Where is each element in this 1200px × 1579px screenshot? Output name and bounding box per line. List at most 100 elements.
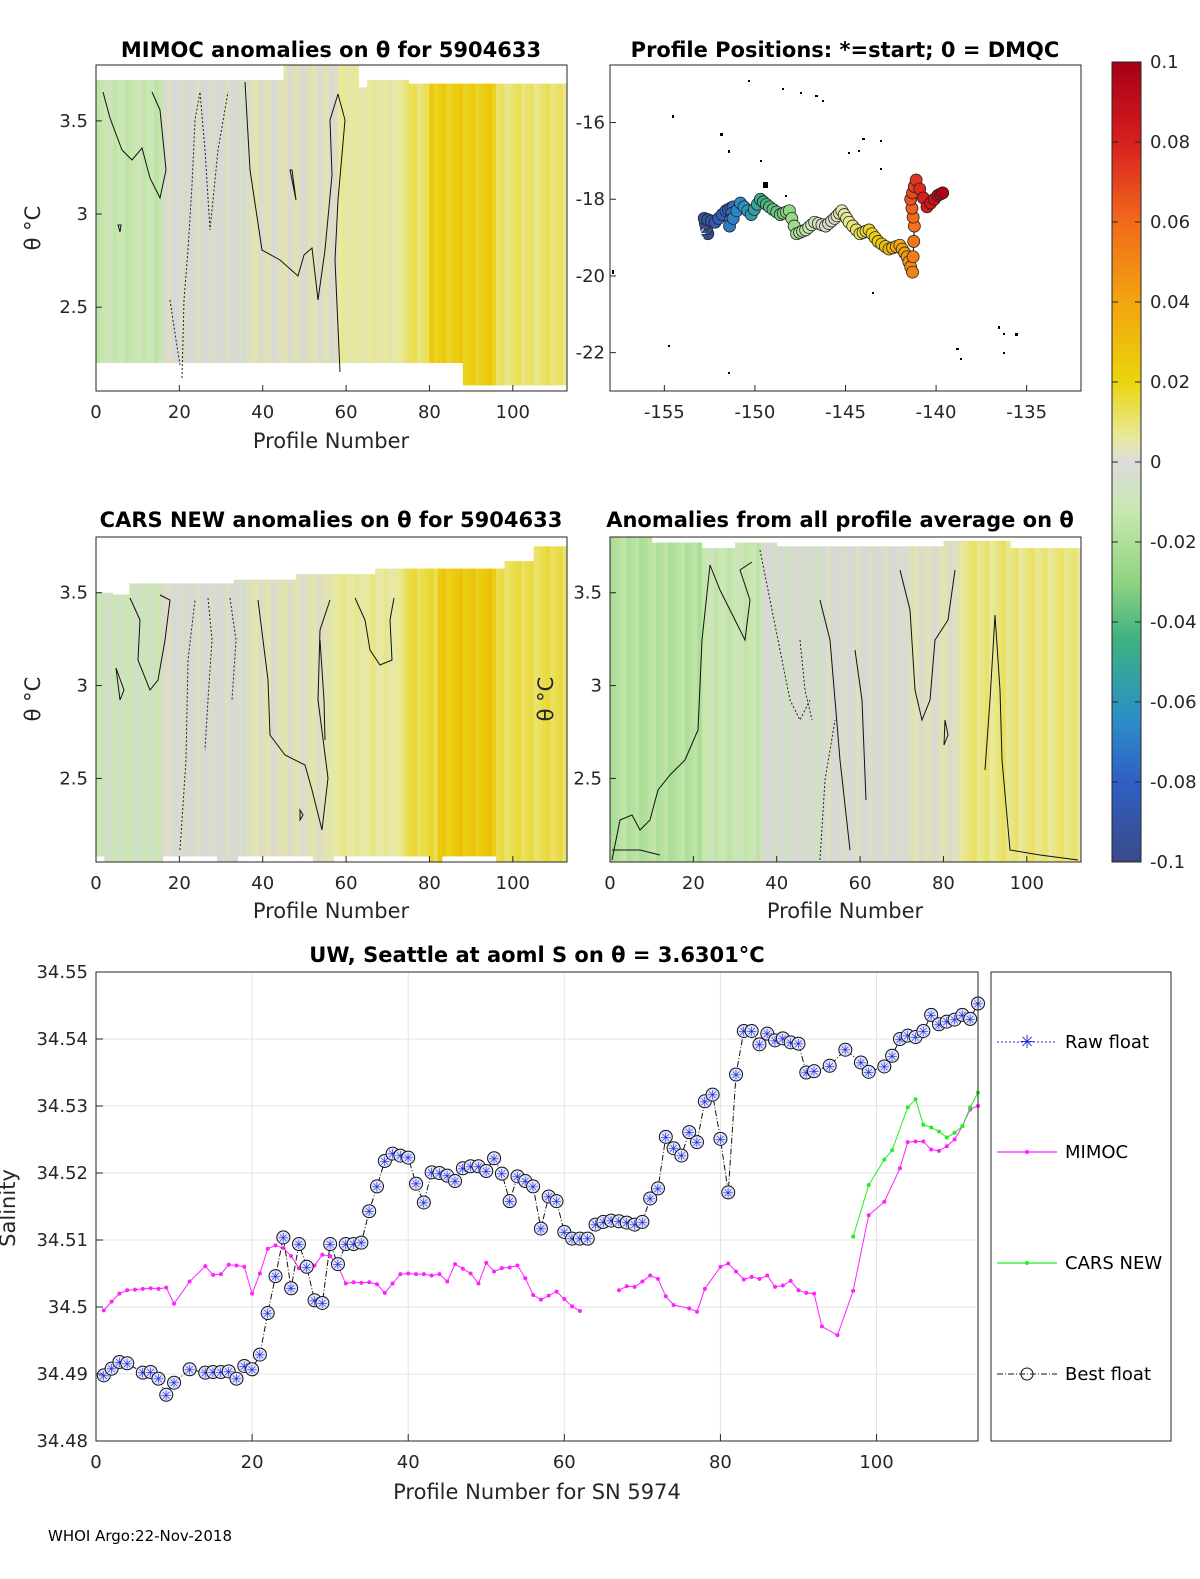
heatmap-cell: [416, 568, 422, 857]
mimoc-point: [437, 1272, 442, 1277]
y-tick-label: -22: [576, 343, 605, 364]
heatmap-cell: [910, 546, 915, 862]
raw-float-point: ✳: [934, 1018, 945, 1033]
raw-float-point: ✳: [762, 1028, 773, 1043]
heatmap-cell: [325, 65, 330, 364]
x-tick-label: 40: [397, 1452, 420, 1473]
x-tick-label: -145: [825, 402, 866, 423]
colorbar-tick-label: -0.02: [1150, 532, 1197, 553]
heatmap-cell: [626, 537, 632, 862]
raw-float-point: ✳: [372, 1180, 383, 1195]
raw-float-point: ✳: [887, 1050, 898, 1065]
raw-float-point: ✳: [270, 1270, 281, 1285]
heatmap-cell: [471, 568, 476, 857]
mimoc-x-label: Profile Number: [253, 429, 410, 453]
raw-float-point: ✳: [450, 1175, 461, 1190]
heatmap-cell: [885, 546, 890, 862]
raw-float-point: ✳: [910, 1031, 921, 1046]
mimoc-point: [148, 1286, 153, 1291]
heatmap-cell: [993, 540, 999, 862]
cars-point: [913, 1097, 918, 1102]
raw-float-point: ✳: [161, 1389, 172, 1404]
heatmap-cell: [730, 548, 736, 862]
mimoc-point: [109, 1299, 114, 1304]
mimoc-point: [546, 1293, 551, 1298]
heatmap-cell: [237, 579, 243, 857]
heatmap-cell: [175, 79, 180, 364]
mimoc-point: [718, 1264, 723, 1269]
heatmap-cell: [146, 79, 151, 364]
heatmap-cell: [546, 546, 551, 862]
heatmap-cell: [976, 540, 982, 862]
start-marker: ✳: [691, 224, 706, 245]
best-float-point: [494, 1166, 509, 1181]
raw-float-point: ✳: [254, 1349, 265, 1364]
heatmap-cell: [212, 79, 218, 364]
best-float-point: [182, 1362, 197, 1377]
best-float-point: [159, 1387, 174, 1402]
heatmap-cell: [1014, 548, 1019, 862]
heatmap-cell: [1064, 548, 1069, 862]
mimoc-point: [640, 1279, 645, 1284]
heatmap-cell: [104, 79, 110, 364]
heatmap-cell: [521, 83, 526, 386]
heatmap-cell: [1005, 540, 1011, 862]
heatmap-cell: [179, 583, 185, 857]
cars-point: [921, 1122, 926, 1127]
raw-float-point: ✳: [809, 1065, 820, 1080]
best-float-point: [151, 1371, 166, 1386]
mimoc-point: [726, 1261, 731, 1266]
raw-float-point: ✳: [770, 1034, 781, 1049]
x-tick-label: 60: [849, 873, 872, 894]
best-float-point: [916, 1023, 931, 1038]
heatmap-cell: [421, 83, 426, 364]
heatmap-cell: [947, 540, 953, 862]
mimoc-contours: [102, 81, 346, 373]
heatmap-cell: [446, 568, 451, 857]
heatmap-cell: [1026, 548, 1032, 862]
colorbar: 0.1 0.08 0.06 0.04 0.02 0 -0.02 -0.04 -0.06 -0.08…: [1111, 52, 1197, 873]
heatmap-cell: [880, 546, 886, 862]
raw-float-point: ✳: [504, 1195, 515, 1210]
heatmap-cell: [121, 594, 126, 862]
heatmap-cell: [166, 79, 172, 364]
heatmap-cell: [496, 568, 501, 862]
salinity-y-label: Salinity: [0, 1169, 20, 1247]
raw-float-point: ✳: [137, 1367, 148, 1382]
heatmap-cell: [425, 568, 430, 857]
heatmap-cell: [483, 568, 489, 857]
heatmap-cell: [972, 540, 978, 862]
legend-label-cars: CARS NEW: [1065, 1253, 1162, 1274]
mimoc-line: [618, 1105, 979, 1336]
mimoc-point: [117, 1291, 122, 1296]
best-float-point: [643, 1191, 658, 1206]
mimoc-point: [554, 1289, 559, 1294]
mimoc-point: [624, 1284, 629, 1289]
heatmap-cell: [855, 546, 861, 862]
heatmap-cell: [471, 83, 476, 386]
heatmap-cell: [516, 561, 522, 862]
raw-float-point: ✳: [473, 1160, 484, 1175]
y-tick-label: -20: [576, 266, 605, 287]
legend-entry-cars: CARS NEW: [997, 1253, 1162, 1274]
mimoc-anomaly-panel: MIMOC anomalies on θ for 5904633 0 20 40 60…: [21, 38, 568, 453]
mimoc-point: [577, 1309, 582, 1314]
heatmap-cell: [346, 574, 351, 857]
heatmap-cell: [680, 542, 686, 862]
heatmap-cell: [751, 542, 757, 862]
best-float-point: [260, 1306, 275, 1321]
legend-entry-best-float: Best float: [997, 1364, 1151, 1385]
best-float-point: [167, 1375, 182, 1390]
mimoc-point: [671, 1302, 676, 1307]
heatmap-cell: [1051, 548, 1057, 862]
heatmap-cell: [312, 574, 318, 862]
mimoc-point: [944, 1144, 949, 1149]
heatmap-cell: [129, 79, 135, 364]
heatmap-cell: [475, 83, 480, 386]
cars-point: [890, 1148, 895, 1153]
heatmap-cell: [304, 574, 310, 857]
heatmap-cell: [491, 83, 497, 386]
heatmap-cell: [375, 568, 380, 857]
heatmap-cell: [337, 65, 343, 364]
